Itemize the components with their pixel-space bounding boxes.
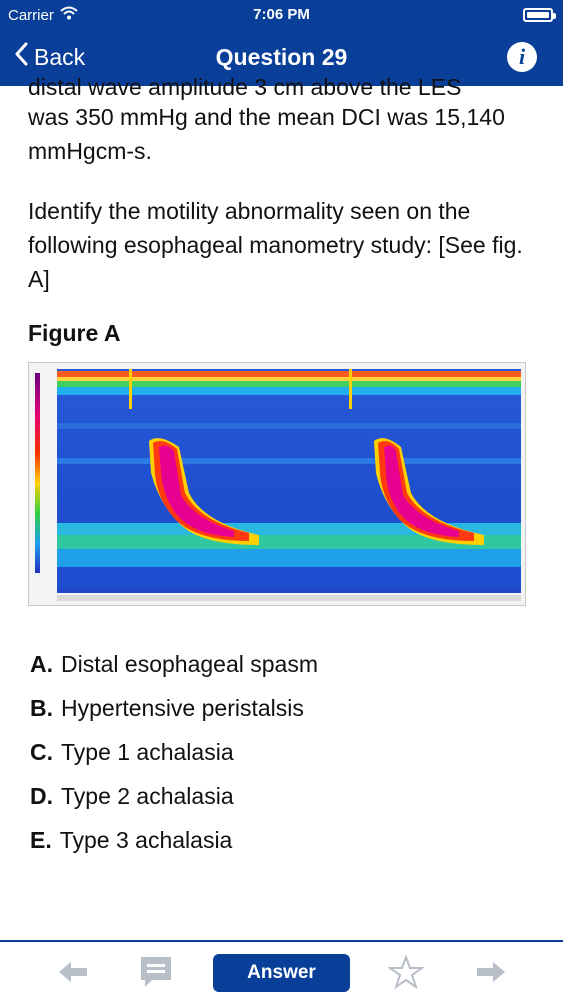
question-paragraph-1: was 350 mmHg and the mean DCI was 15,140… — [28, 104, 505, 164]
info-icon[interactable]: i — [507, 42, 537, 72]
back-button[interactable]: Back — [14, 42, 85, 72]
option-text: Distal esophageal spasm — [61, 651, 318, 677]
star-icon[interactable] — [386, 954, 426, 995]
answer-options: A. Distal esophageal spasm B. Hypertensi… — [30, 647, 530, 867]
option-d[interactable]: D. Type 2 achalasia — [30, 779, 530, 823]
arrow-right-icon[interactable] — [473, 954, 509, 995]
question-paragraph-2: Identify the motility abnormality seen o… — [28, 198, 523, 292]
option-letter: C. — [30, 739, 53, 765]
back-label: Back — [34, 43, 86, 70]
chevron-left-icon — [14, 42, 28, 72]
carrier-label: Carrier — [8, 6, 54, 24]
answer-button[interactable]: Answer — [213, 954, 350, 992]
option-letter: E. — [30, 827, 52, 853]
status-bar: Carrier 7:06 PM — [0, 0, 563, 30]
top-bar: Carrier 7:06 PM Back Question 29 i — [0, 0, 563, 86]
bottom-toolbar: Answer — [0, 940, 563, 1000]
status-time: 7:06 PM — [253, 6, 310, 23]
option-text: Type 1 achalasia — [61, 739, 234, 765]
nav-bar: Back Question 29 i — [0, 34, 563, 78]
option-a[interactable]: A. Distal esophageal spasm — [30, 647, 530, 691]
option-b[interactable]: B. Hypertensive peristalsis — [30, 691, 530, 735]
option-letter: D. — [30, 783, 53, 809]
carrier-group: Carrier — [8, 6, 78, 24]
battery-icon — [523, 8, 556, 22]
page-title: Question 29 — [215, 44, 348, 70]
arrow-left-icon[interactable] — [55, 954, 91, 995]
option-text: Hypertensive peristalsis — [61, 695, 304, 721]
option-e[interactable]: E. Type 3 achalasia — [30, 823, 530, 867]
question-partial-line: distal wave amplitude 3 cm above the LES — [28, 74, 462, 100]
option-text: Type 3 achalasia — [59, 827, 233, 853]
option-letter: A. — [30, 651, 53, 677]
wifi-icon — [60, 6, 78, 24]
note-icon[interactable] — [138, 954, 174, 995]
manometry-figure[interactable] — [28, 362, 526, 606]
figure-title: Figure A — [28, 320, 121, 346]
option-text: Type 2 achalasia — [61, 783, 234, 809]
option-letter: B. — [30, 695, 53, 721]
option-c[interactable]: C. Type 1 achalasia — [30, 735, 530, 779]
